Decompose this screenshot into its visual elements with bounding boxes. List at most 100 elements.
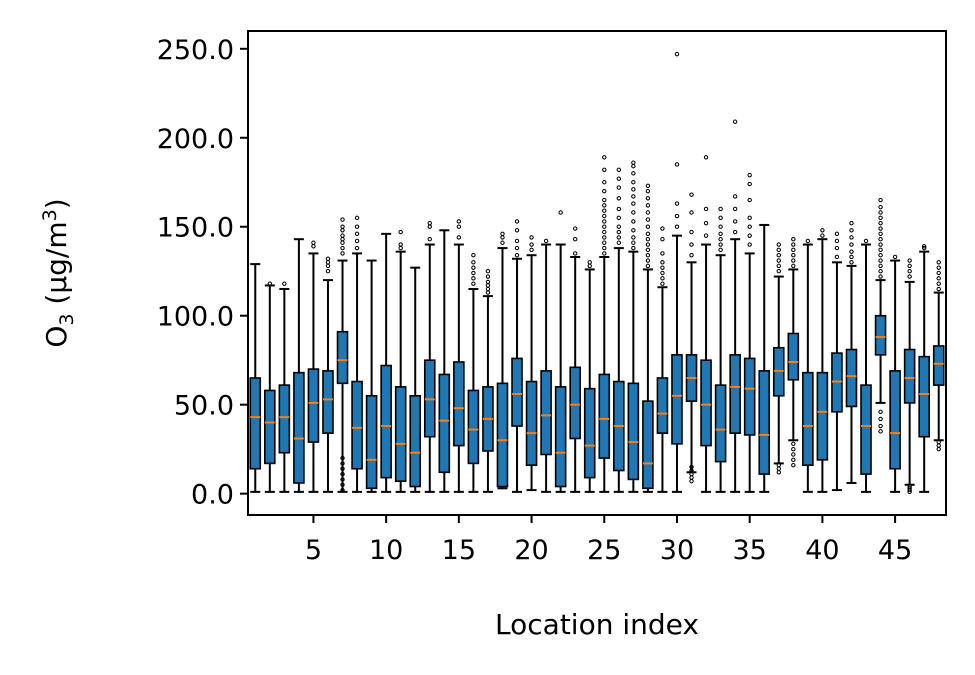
box-plot-39 [802,238,814,493]
box-iqr [336,330,349,385]
flier-point [747,242,752,247]
flier-point [878,210,883,215]
flier-point [674,213,680,219]
box-plot-26 [613,167,625,493]
box-iqr [860,384,872,475]
flier-point [354,245,360,251]
flier-point [674,201,680,206]
flier-point [703,206,709,212]
flier-point [616,167,622,172]
flier-point [616,240,622,245]
flier-point [849,249,854,254]
flier-point [907,274,912,279]
flier-point [616,176,622,181]
flier-point [791,441,796,447]
flier-point [892,254,898,260]
y-tick-label: 200.0 [157,124,234,155]
flier-point [631,245,636,251]
flier-point [791,258,796,263]
box-plot-4 [293,238,305,493]
flier-point [834,238,840,244]
box-iqr [714,384,727,463]
flier-point [631,210,636,215]
flier-point [689,242,694,247]
plot-frame [247,30,947,516]
flier-point [456,235,462,240]
flier-point [340,233,345,238]
flier-point [572,226,578,231]
plot-background [248,31,946,515]
flier-point [878,247,883,253]
flier-point [645,242,651,247]
flier-point [340,477,345,482]
flier-point [776,242,781,247]
flier-point [921,245,927,251]
flier-point [529,247,534,253]
flier-point [602,240,607,245]
box-plot-46 [903,258,916,495]
y-tick-label: 100.0 [157,302,234,333]
flier-point [340,487,345,493]
flier-point [878,197,883,203]
flier-point [514,228,520,233]
flier-point [718,224,723,229]
flier-point [703,233,709,238]
flier-point [834,231,840,237]
box-iqr [554,386,567,488]
box-plot-3 [278,281,291,493]
box-iqr [249,377,262,470]
flier-point [776,253,781,258]
x-tick-label: 15 [442,535,476,566]
flier-point [645,236,651,242]
x-tick-label: 45 [878,535,912,566]
flier-point [718,215,723,221]
box-plot-33 [714,206,727,493]
flier-point [572,236,578,242]
flier-point [718,206,723,212]
box-plot-47 [918,244,930,493]
flier-point [602,213,607,219]
flier-point [354,215,360,221]
flier-point [863,238,869,244]
flier-point [572,251,578,256]
flier-point [849,220,854,226]
flier-point [878,258,883,263]
flier-point [849,235,854,240]
box-iqr [874,314,887,356]
box-plot-15 [453,219,465,493]
box-plot-37 [772,242,785,475]
flier-point [834,245,840,251]
box-plot-6 [322,256,334,493]
box-iqr [394,386,407,482]
box-plot-40 [816,228,829,493]
flier-point [660,276,665,281]
box-plot-11 [394,229,407,493]
flier-point [936,439,941,445]
box-plot-20 [525,235,538,492]
box-iqr [293,371,305,484]
box-plot-24 [583,260,596,493]
box-plot-27 [627,160,640,493]
box-iqr [583,387,596,479]
flier-point [689,229,694,235]
box-iqr [322,370,334,434]
box-iqr [380,364,392,479]
flier-point [907,258,912,263]
box-plot-10 [380,232,392,493]
flier-point [471,276,476,281]
flier-point [514,245,520,251]
x-tick-label: 10 [369,535,403,566]
flier-point [267,281,273,286]
flier-point [456,219,462,224]
flier-point [776,263,781,269]
box-iqr [453,361,465,447]
flier-point [602,180,607,185]
flier-point [791,263,796,269]
box-iqr [307,368,320,443]
boxes-layer [249,51,945,495]
box-plot-18 [496,231,509,490]
box-plot-41 [831,231,843,492]
box-iqr [598,373,611,459]
box-iqr [467,389,480,465]
